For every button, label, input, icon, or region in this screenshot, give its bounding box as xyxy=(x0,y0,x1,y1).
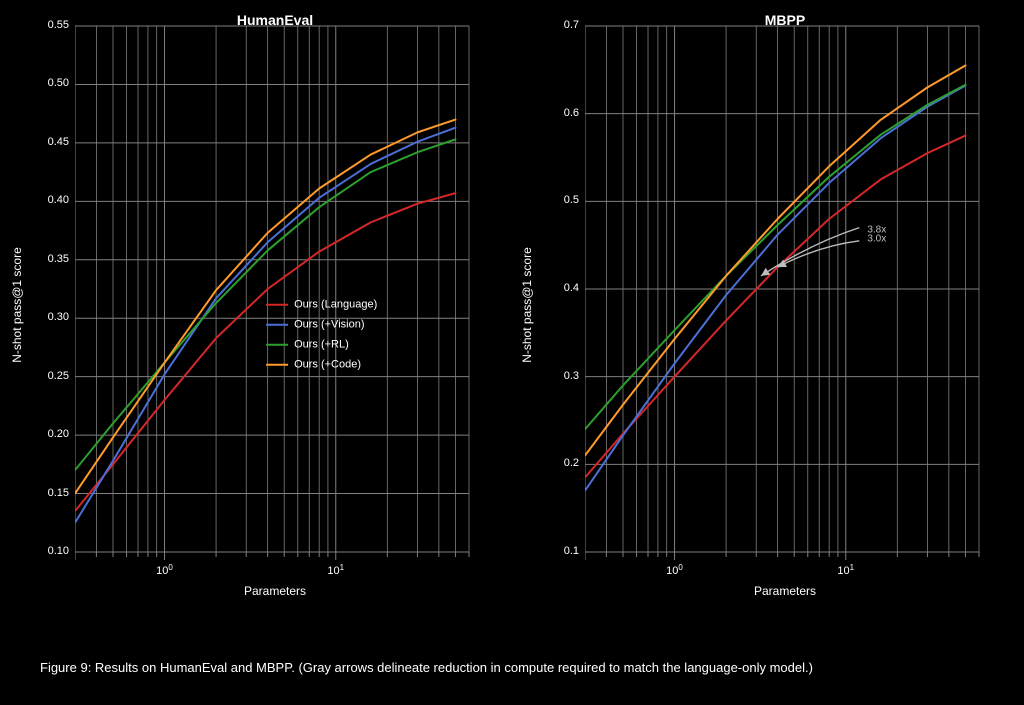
ytick-label: 0.30 xyxy=(48,311,69,323)
figure-page: 100 101 Ours (Language) Ours (+Vision) Ours … xyxy=(0,0,1024,705)
xtick-label: 100 xyxy=(156,563,173,578)
series-line xyxy=(585,86,965,491)
ytick-label: 0.4 xyxy=(564,282,579,294)
chart-svg-right: 3.0x3.8x100101 xyxy=(585,20,985,590)
ytick-label: 0.50 xyxy=(48,77,69,89)
legend-label: Ours (Language) xyxy=(294,299,377,311)
y-axis-label: N-shot pass@1 score xyxy=(520,247,534,363)
ytick-label: 0.55 xyxy=(48,19,69,31)
x-axis-label: Parameters xyxy=(195,584,355,598)
series-line xyxy=(585,65,965,455)
ytick-label: 0.20 xyxy=(48,428,69,440)
ytick-label: 0.15 xyxy=(48,487,69,499)
ytick-label: 0.1 xyxy=(564,545,579,557)
xtick-label: 101 xyxy=(837,563,854,578)
y-axis-label: N-shot pass@1 score xyxy=(10,247,24,363)
chart-svg-left: 100 101 Ours (Language) Ours (+Vision) Ours … xyxy=(75,20,475,590)
series-line xyxy=(585,136,965,478)
ytick-label: 0.5 xyxy=(564,194,579,206)
ytick-label: 0.35 xyxy=(48,253,69,265)
xtick-label: 100 xyxy=(666,563,683,578)
ytick-label: 0.6 xyxy=(564,107,579,119)
ytick-label: 0.7 xyxy=(564,19,579,31)
ytick-label: 0.3 xyxy=(564,370,579,382)
series-line xyxy=(75,139,455,470)
chart-title: MBPP xyxy=(635,12,935,28)
legend-label: Ours (+Vision) xyxy=(294,319,364,331)
ytick-label: 0.10 xyxy=(48,545,69,557)
chart-panel-right: 3.0x3.8x100101 xyxy=(585,20,985,590)
legend-label: Ours (+RL) xyxy=(294,339,349,351)
ytick-label: 0.25 xyxy=(48,370,69,382)
compute-arrow-label: 3.8x xyxy=(867,224,886,235)
series-line xyxy=(585,85,965,430)
x-axis-label: Parameters xyxy=(705,584,865,598)
ytick-label: 0.40 xyxy=(48,194,69,206)
figure-caption: Figure 9: Results on HumanEval and MBPP.… xyxy=(40,660,984,675)
xtick-label: 101 xyxy=(327,563,344,578)
series-line xyxy=(75,128,455,523)
chart-title: HumanEval xyxy=(125,12,425,28)
series-line xyxy=(75,193,455,511)
ytick-label: 0.2 xyxy=(564,457,579,469)
chart-panel-left: 100 101 Ours (Language) Ours (+Vision) Ours … xyxy=(75,20,475,590)
series-line xyxy=(75,120,455,494)
ytick-label: 0.45 xyxy=(48,136,69,148)
compute-arrow xyxy=(778,241,860,267)
legend-label: Ours (+Code) xyxy=(294,359,361,371)
